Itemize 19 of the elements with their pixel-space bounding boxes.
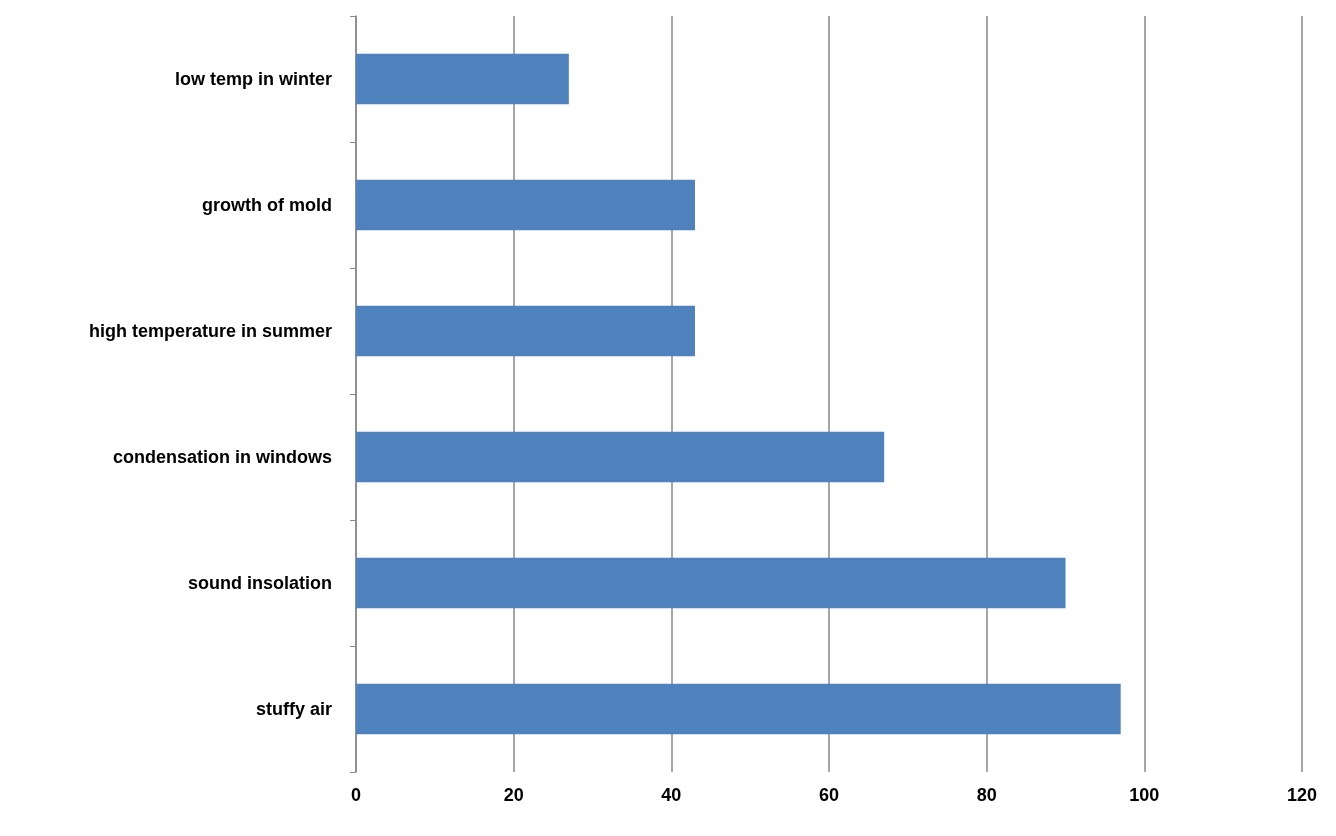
y-tick-label: condensation in windows bbox=[112, 447, 332, 467]
bar bbox=[356, 305, 695, 357]
x-tick-label: 100 bbox=[1129, 785, 1160, 805]
y-tick-label: growth of mold bbox=[202, 195, 332, 215]
x-tick-label: 80 bbox=[976, 785, 997, 805]
x-tick-label: 40 bbox=[661, 785, 682, 805]
bar bbox=[356, 53, 569, 105]
y-tick-label: high temperature in summer bbox=[88, 321, 332, 341]
bar bbox=[356, 179, 695, 231]
x-tick-label: 0 bbox=[350, 785, 362, 805]
bar bbox=[356, 431, 885, 483]
bar bbox=[356, 557, 1066, 609]
bar bbox=[356, 683, 1121, 735]
x-tick-label: 120 bbox=[1286, 785, 1318, 805]
y-tick-label: sound insolation bbox=[188, 573, 332, 593]
y-tick-label: stuffy air bbox=[255, 699, 332, 719]
y-tick-label: low temp in winter bbox=[174, 69, 332, 89]
x-tick-label: 20 bbox=[503, 785, 524, 805]
x-tick-label: 60 bbox=[818, 785, 840, 805]
